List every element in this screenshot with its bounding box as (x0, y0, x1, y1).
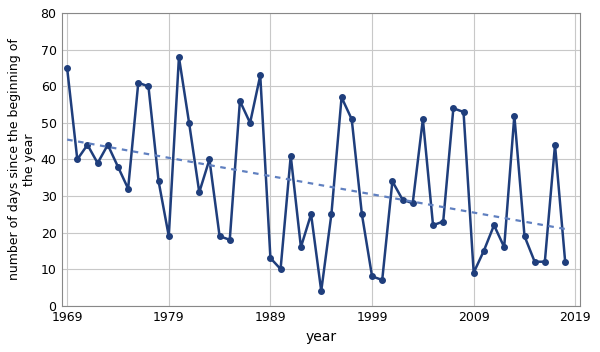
Y-axis label: number of days since the beginning of
the year: number of days since the beginning of th… (8, 38, 37, 281)
X-axis label: year: year (305, 330, 337, 344)
